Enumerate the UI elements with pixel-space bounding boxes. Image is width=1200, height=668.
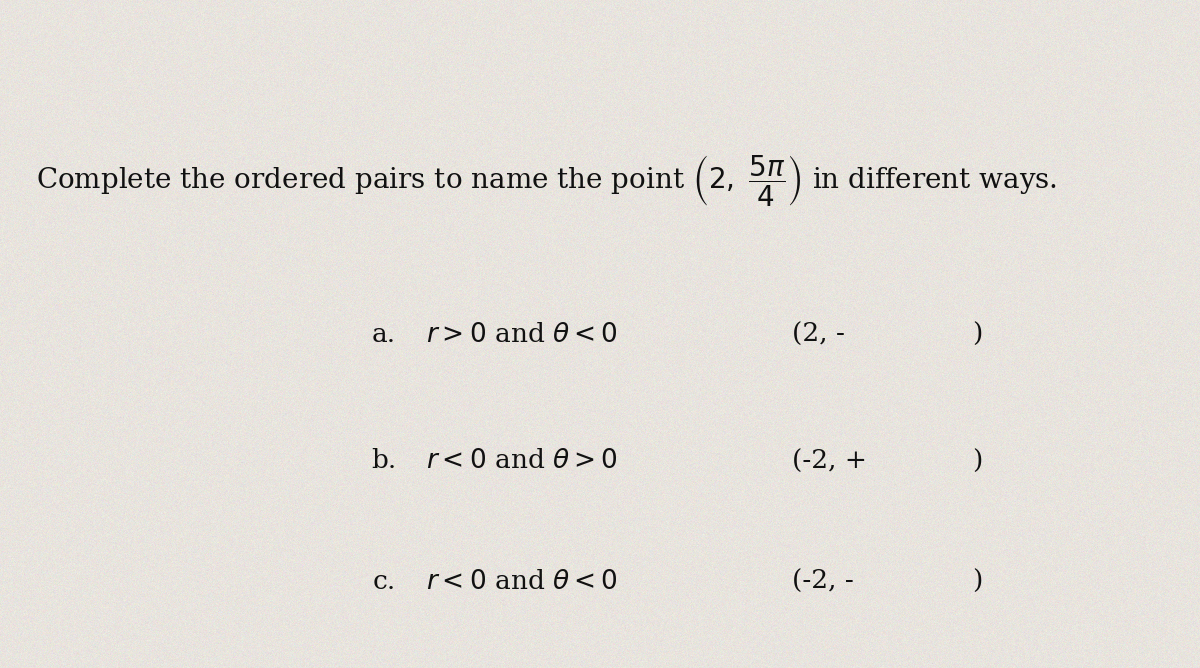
- Text: b.: b.: [371, 448, 396, 474]
- Text: a.: a.: [372, 321, 396, 347]
- Text: $r < 0$ and $\theta > 0$: $r < 0$ and $\theta > 0$: [426, 448, 618, 474]
- Text: (-2, -: (-2, -: [792, 568, 853, 594]
- Text: ): ): [972, 448, 983, 474]
- Text: ): ): [972, 568, 983, 594]
- Text: $r < 0$ and $\theta < 0$: $r < 0$ and $\theta < 0$: [426, 568, 618, 594]
- Text: ): ): [972, 321, 983, 347]
- Text: (-2, +: (-2, +: [792, 448, 866, 474]
- Text: $r > 0$ and $\theta < 0$: $r > 0$ and $\theta < 0$: [426, 321, 618, 347]
- Text: (2, -: (2, -: [792, 321, 845, 347]
- Text: c.: c.: [373, 568, 396, 594]
- Text: Complete the ordered pairs to name the point $\left(2,\ \dfrac{5\pi}{4}\right)$ : Complete the ordered pairs to name the p…: [36, 153, 1057, 208]
